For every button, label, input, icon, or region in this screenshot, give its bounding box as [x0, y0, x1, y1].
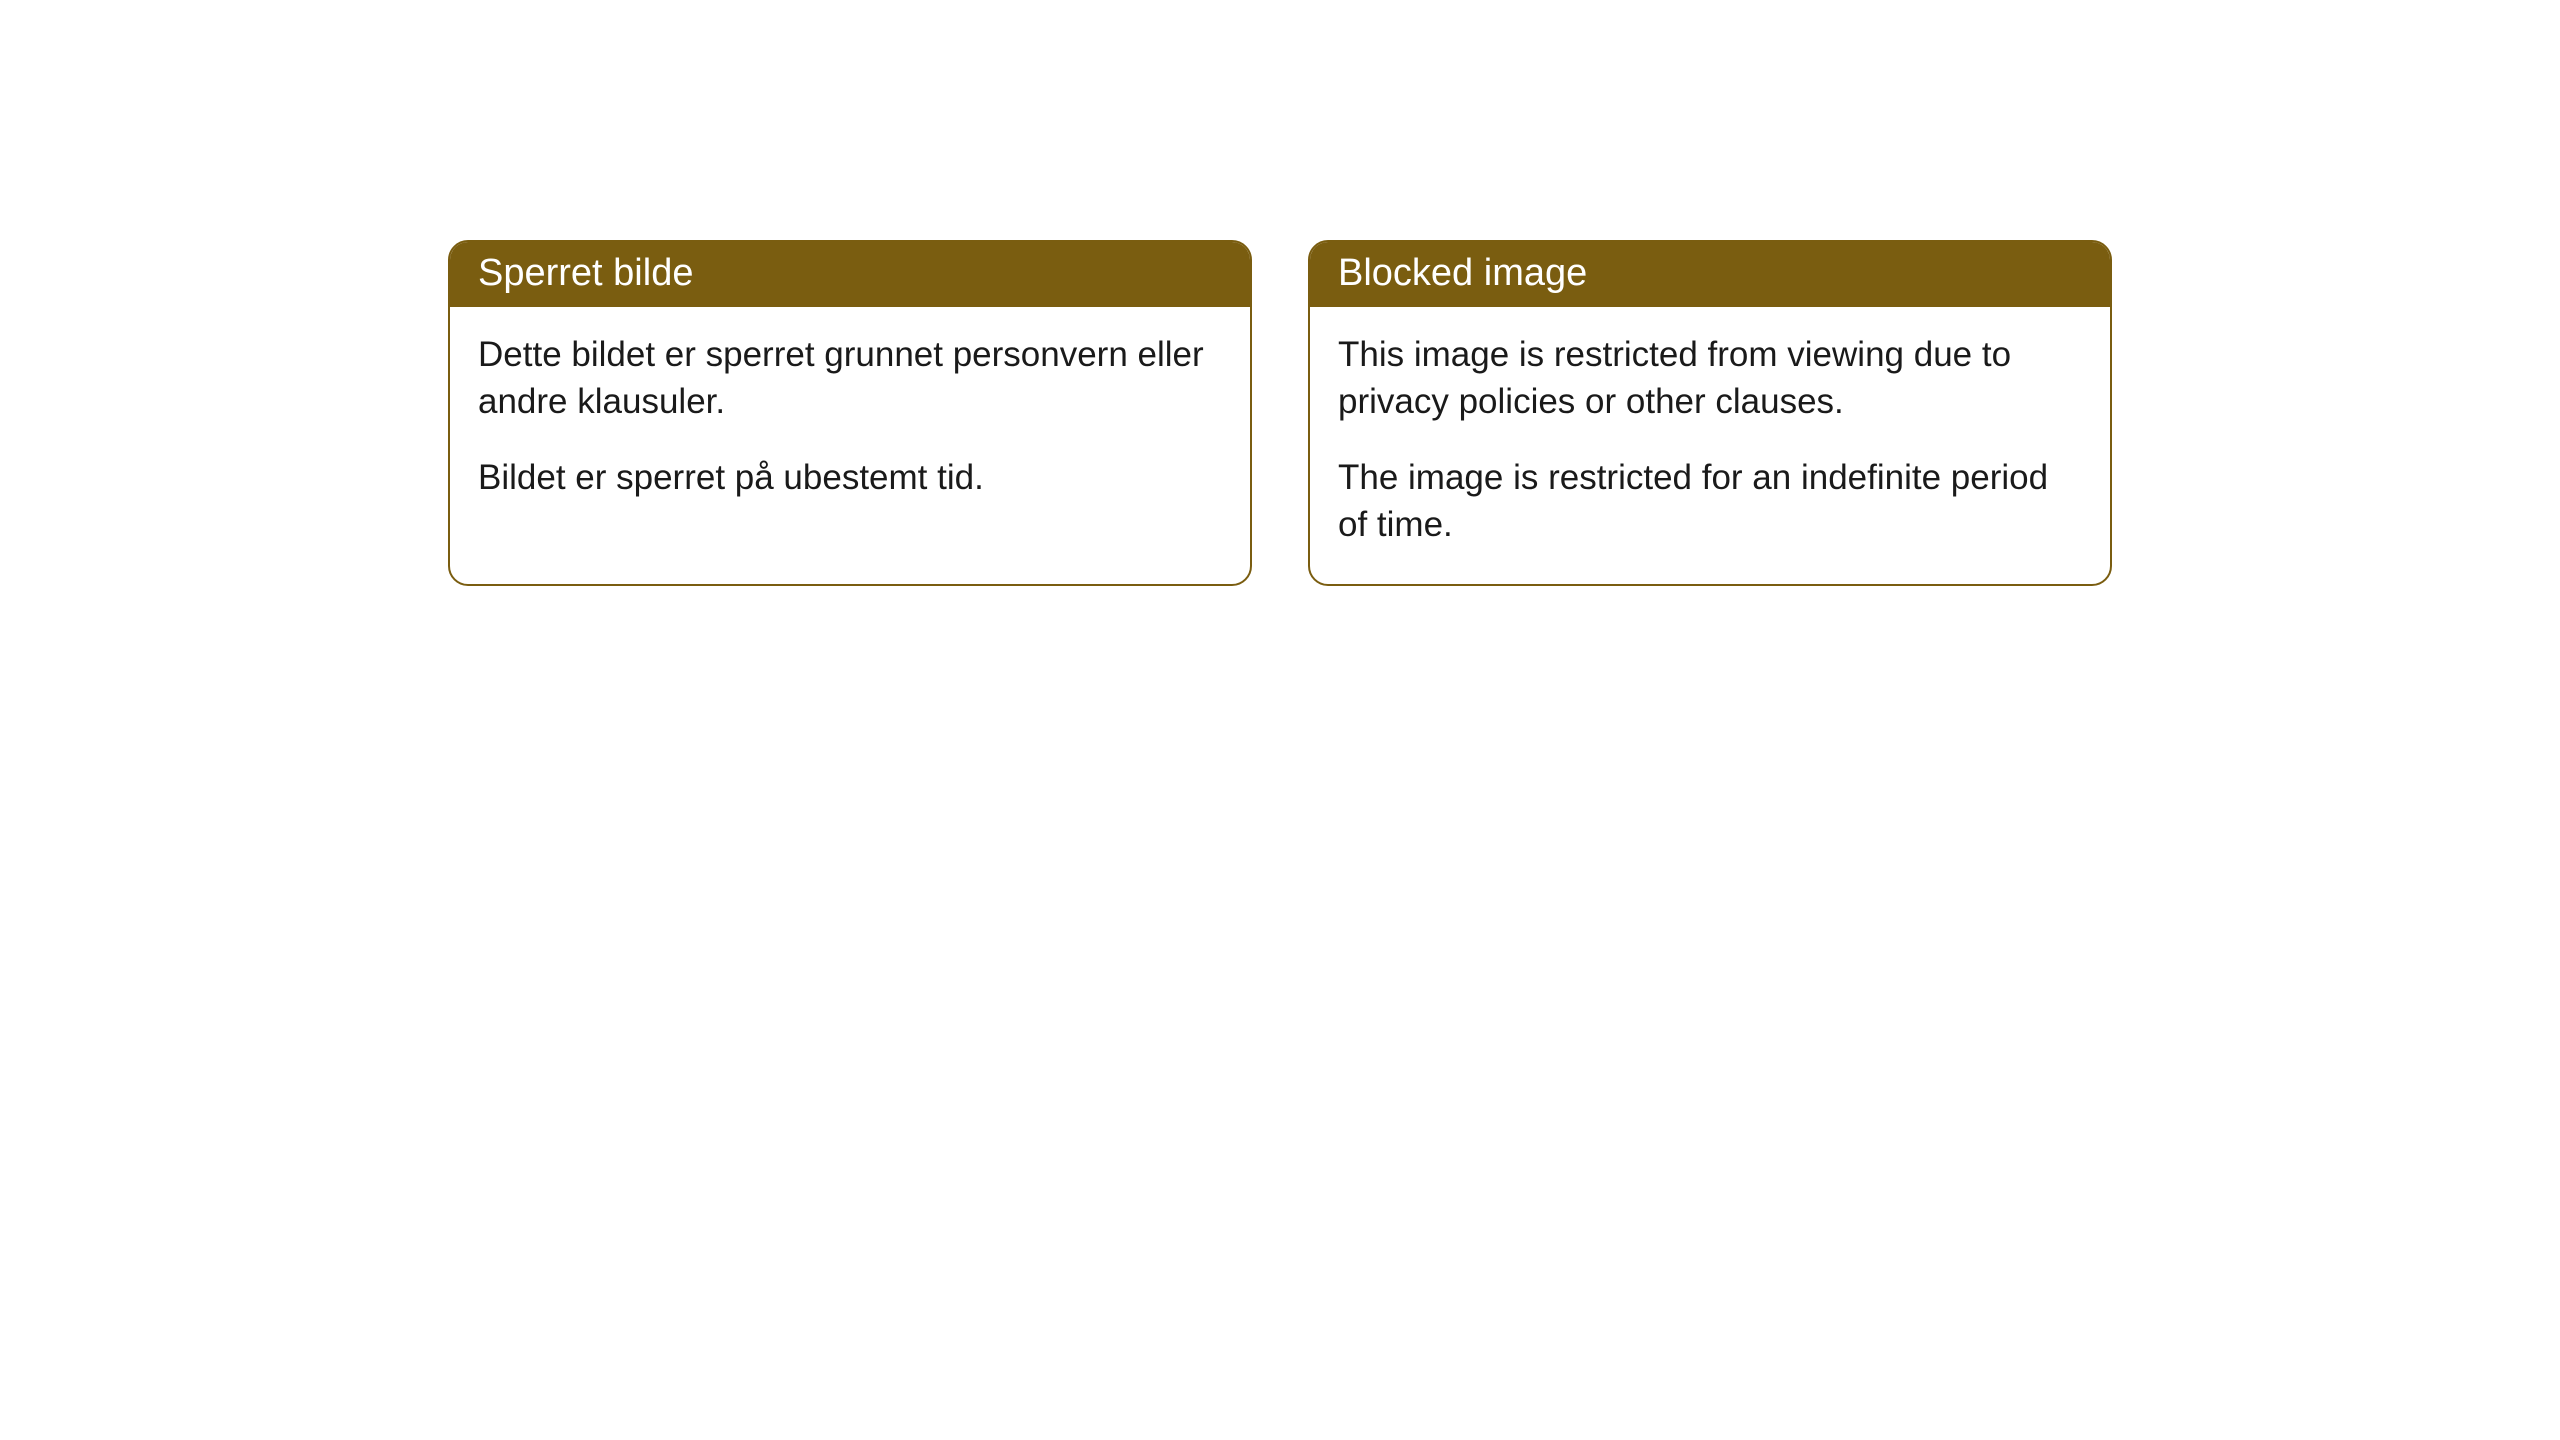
- notice-card-english: Blocked image This image is restricted f…: [1308, 240, 2112, 586]
- notice-paragraph-2: The image is restricted for an indefinit…: [1338, 454, 2082, 549]
- notice-card-norwegian: Sperret bilde Dette bildet er sperret gr…: [448, 240, 1252, 586]
- notice-body: This image is restricted from viewing du…: [1310, 307, 2110, 584]
- notice-paragraph-2: Bildet er sperret på ubestemt tid.: [478, 454, 1222, 501]
- notice-paragraph-1: This image is restricted from viewing du…: [1338, 331, 2082, 426]
- notice-paragraph-1: Dette bildet er sperret grunnet personve…: [478, 331, 1222, 426]
- notice-header: Blocked image: [1310, 242, 2110, 307]
- notice-cards-container: Sperret bilde Dette bildet er sperret gr…: [448, 240, 2560, 586]
- notice-header: Sperret bilde: [450, 242, 1250, 307]
- notice-body: Dette bildet er sperret grunnet personve…: [450, 307, 1250, 537]
